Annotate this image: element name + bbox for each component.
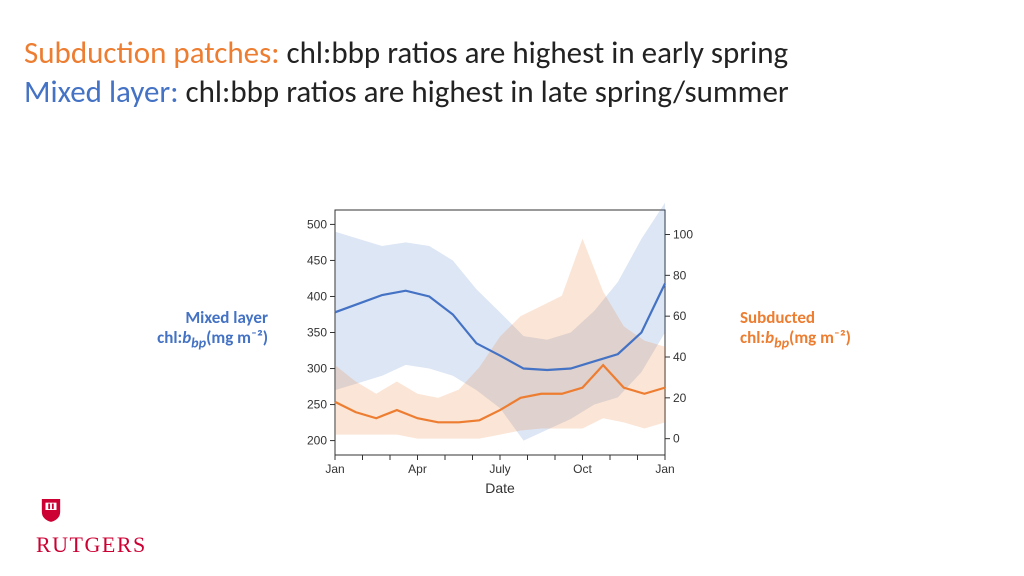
svg-text:200: 200 xyxy=(307,434,327,448)
svg-text:40: 40 xyxy=(673,350,687,364)
rutgers-logo: RUTGERS xyxy=(36,497,147,558)
title-1-prefix: Subduction patches: xyxy=(24,34,280,72)
svg-text:July: July xyxy=(489,462,510,476)
svg-text:500: 500 xyxy=(307,217,327,231)
svg-text:60: 60 xyxy=(673,309,687,323)
svg-text:Jan: Jan xyxy=(325,462,344,476)
svg-text:Apr: Apr xyxy=(408,462,427,476)
svg-text:Jan: Jan xyxy=(655,462,674,476)
svg-text:Oct: Oct xyxy=(573,462,592,476)
svg-text:100: 100 xyxy=(673,228,693,242)
slide-title: Subduction patches: chl:bbp ratios are h… xyxy=(24,34,1000,112)
logo-text: RUTGERS xyxy=(36,532,147,558)
svg-text:400: 400 xyxy=(307,289,327,303)
svg-text:Date: Date xyxy=(485,480,515,496)
svg-text:450: 450 xyxy=(307,253,327,267)
y-right-label-l1: Subducted xyxy=(740,308,900,328)
svg-text:350: 350 xyxy=(307,326,327,340)
chart-svg: 200 250 300 350 400 450 500 0 20 40 60 80 100 Jan Apr J… xyxy=(280,200,720,500)
svg-text:80: 80 xyxy=(673,268,687,282)
svg-text:250: 250 xyxy=(307,398,327,412)
title-2-rest: chl:bbp ratios are highest in late sprin… xyxy=(179,73,789,111)
y-left-label: Mixed layer chl:bbp(mg m⁻²) xyxy=(118,308,268,351)
svg-text:300: 300 xyxy=(307,362,327,376)
svg-text:0: 0 xyxy=(673,432,680,446)
title-1-rest: chl:bbp ratios are highest in early spri… xyxy=(280,34,789,72)
title-line-2: Mixed layer: chl:bbp ratios are highest … xyxy=(24,73,1000,112)
y-left-label-formula: chl:bbp(mg m⁻²) xyxy=(118,328,268,352)
y-left-label-l1: Mixed layer xyxy=(118,308,268,328)
chart-container: 200 250 300 350 400 450 500 0 20 40 60 80 100 Jan Apr J… xyxy=(280,200,720,500)
svg-text:20: 20 xyxy=(673,391,687,405)
title-line-1: Subduction patches: chl:bbp ratios are h… xyxy=(24,34,1000,73)
y-right-label-formula: chl:bbp(mg m⁻²) xyxy=(740,328,900,352)
shield-icon xyxy=(40,497,62,523)
title-2-prefix: Mixed layer: xyxy=(24,73,179,111)
y-right-label: Subducted chl:bbp(mg m⁻²) xyxy=(740,308,900,351)
